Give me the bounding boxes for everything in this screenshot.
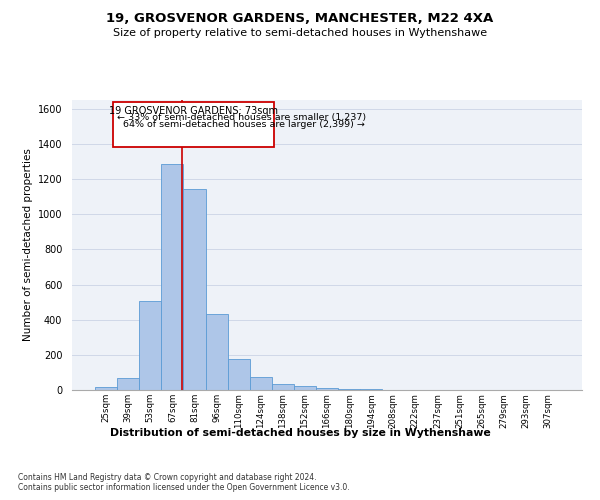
Text: 19, GROSVENOR GARDENS, MANCHESTER, M22 4XA: 19, GROSVENOR GARDENS, MANCHESTER, M22 4… [106, 12, 494, 26]
Bar [338, 389, 360, 390]
Bar [184, 189, 206, 390]
Text: Contains HM Land Registry data © Crown copyright and database right 2024.: Contains HM Land Registry data © Crown c… [18, 472, 317, 482]
Y-axis label: Number of semi-detached properties: Number of semi-detached properties [23, 148, 34, 342]
Text: Distribution of semi-detached houses by size in Wythenshawe: Distribution of semi-detached houses by … [110, 428, 490, 438]
Bar [161, 164, 184, 390]
Bar [294, 386, 316, 390]
Bar [250, 377, 272, 390]
Text: ← 33% of semi-detached houses are smaller (1,237): ← 33% of semi-detached houses are smalle… [117, 113, 367, 122]
FancyBboxPatch shape [113, 102, 274, 146]
Bar [316, 388, 338, 390]
Text: Size of property relative to semi-detached houses in Wythenshawe: Size of property relative to semi-detach… [113, 28, 487, 38]
Bar [272, 384, 294, 390]
Bar [139, 301, 161, 390]
Bar [117, 378, 139, 390]
Bar [206, 314, 227, 390]
Bar [227, 359, 250, 390]
Bar [95, 388, 117, 390]
Text: 19 GROSVENOR GARDENS: 73sqm: 19 GROSVENOR GARDENS: 73sqm [109, 106, 278, 116]
Text: 64% of semi-detached houses are larger (2,399) →: 64% of semi-detached houses are larger (… [117, 120, 365, 128]
Text: Contains public sector information licensed under the Open Government Licence v3: Contains public sector information licen… [18, 484, 350, 492]
